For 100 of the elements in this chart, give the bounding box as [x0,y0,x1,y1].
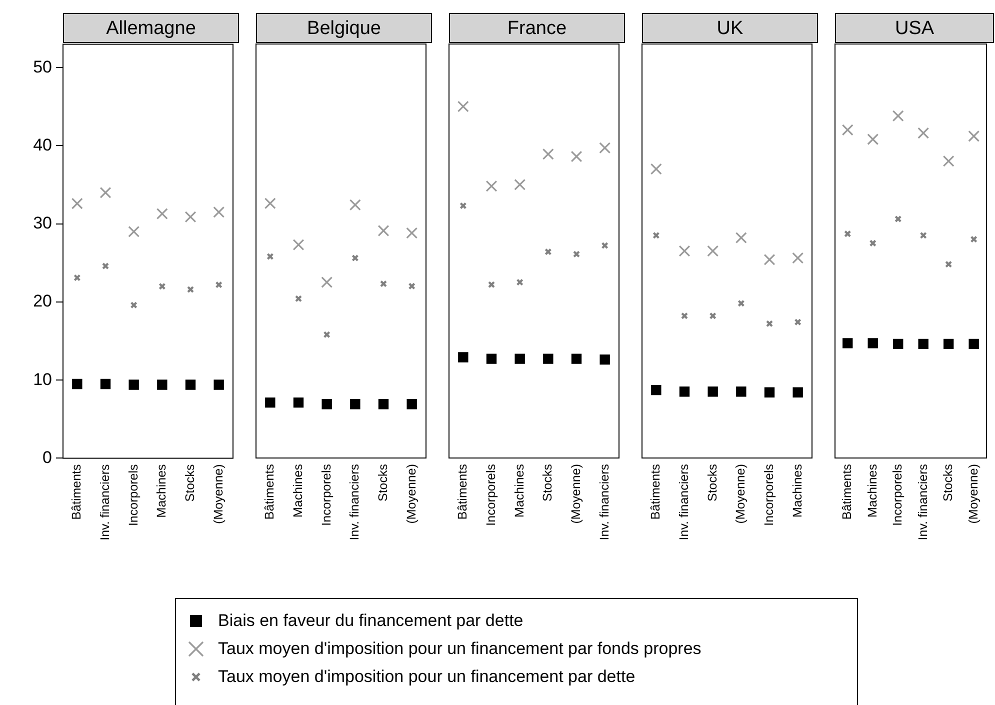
point [186,286,194,293]
point [543,354,554,364]
point [842,338,853,348]
legend-label: Taux moyen d'imposition pour un financement par fonds propres [218,639,702,659]
point [128,379,139,390]
y-tick-label: 0 [42,448,52,467]
point [293,397,304,408]
x-tick-label: Incorporels [319,464,334,526]
x-tick-label: Bâtiments [648,464,663,520]
point [868,338,878,348]
point [458,352,468,362]
point [601,242,608,250]
point [920,232,927,239]
point [736,386,746,397]
x-tick-label: Inv. financiers [348,464,362,540]
point [679,386,690,397]
x-tick-label: (Moyenne) [404,464,418,524]
point [406,399,417,410]
point [892,110,904,122]
x-tick-label: Machines [790,464,804,518]
point [599,142,611,154]
point [514,354,525,364]
point [350,399,360,410]
point [378,224,390,236]
x-tick-label: Bâtiments [70,464,84,520]
point [542,148,554,160]
legend-label: Taux moyen d'imposition pour un financement par dette [218,667,636,687]
chart-title: Belgique [256,13,432,43]
point [570,150,582,162]
legend-label: Biais en faveur du financement par dette [218,611,524,631]
point [74,274,81,282]
point [352,254,359,262]
point [457,100,469,112]
point [408,282,416,290]
chart-title: Allemagne [63,13,239,43]
point [349,199,361,211]
y-tick-label: 50 [33,57,52,76]
point [544,248,552,256]
point [651,384,662,396]
point [707,245,719,257]
point [322,399,332,410]
x-tick-label: (Moyenne) [568,464,583,524]
point [678,245,690,257]
point [158,282,166,290]
y-tick-label: 10 [33,370,52,389]
point [738,300,745,307]
x-tick-label: Stocks [540,464,555,502]
point [71,198,83,210]
x-tick-label: (Moyenne) [734,464,748,524]
point [378,399,389,410]
x-tick-label: Incorporels [126,464,140,526]
point [406,227,418,239]
x-tick-label: Incorporels [762,464,776,526]
point [156,208,168,220]
point [130,301,138,308]
point [708,386,718,397]
x-tick-label: Bâtiments [262,464,277,520]
chart-title: UK [642,13,818,43]
point [842,124,854,136]
point [867,134,879,146]
point [100,186,112,198]
x-tick-label: Inv. financiers [98,464,112,540]
point [766,320,774,328]
point [380,280,388,288]
x-tick-label: Machines [512,464,526,518]
point [488,281,496,288]
point [943,338,954,350]
x-tick-label: Stocks [182,464,197,502]
x-tick-label: Incorporels [890,464,905,526]
x-tick-label: (Moyenne) [211,464,226,524]
point [735,232,747,244]
point [128,226,140,238]
point [792,387,803,398]
point [792,252,804,264]
x-tick-label: (Moyenne) [966,464,980,524]
point [869,240,876,247]
point [460,202,467,210]
point [321,276,333,288]
point [652,232,660,239]
x-tick-label: Incorporels [484,464,498,526]
x-tick-label: Inv. financiers [916,464,930,540]
chart-title: France [449,13,625,43]
point [265,397,276,408]
point [100,378,111,389]
point [709,312,716,320]
point [185,379,196,390]
x-tick-label: Machines [865,464,880,518]
point [680,312,688,320]
x-tick-label: Stocks [941,464,956,502]
point [102,262,110,270]
point [764,387,775,398]
x-tick-label: Stocks [705,464,720,502]
y-tick-label: 30 [33,213,52,232]
point [968,338,979,350]
point [215,281,222,288]
point [942,155,954,167]
point [514,178,526,190]
point [214,379,224,390]
x-tick-label: Inv. financiers [597,464,612,540]
x-tick-label: Machines [290,464,305,518]
